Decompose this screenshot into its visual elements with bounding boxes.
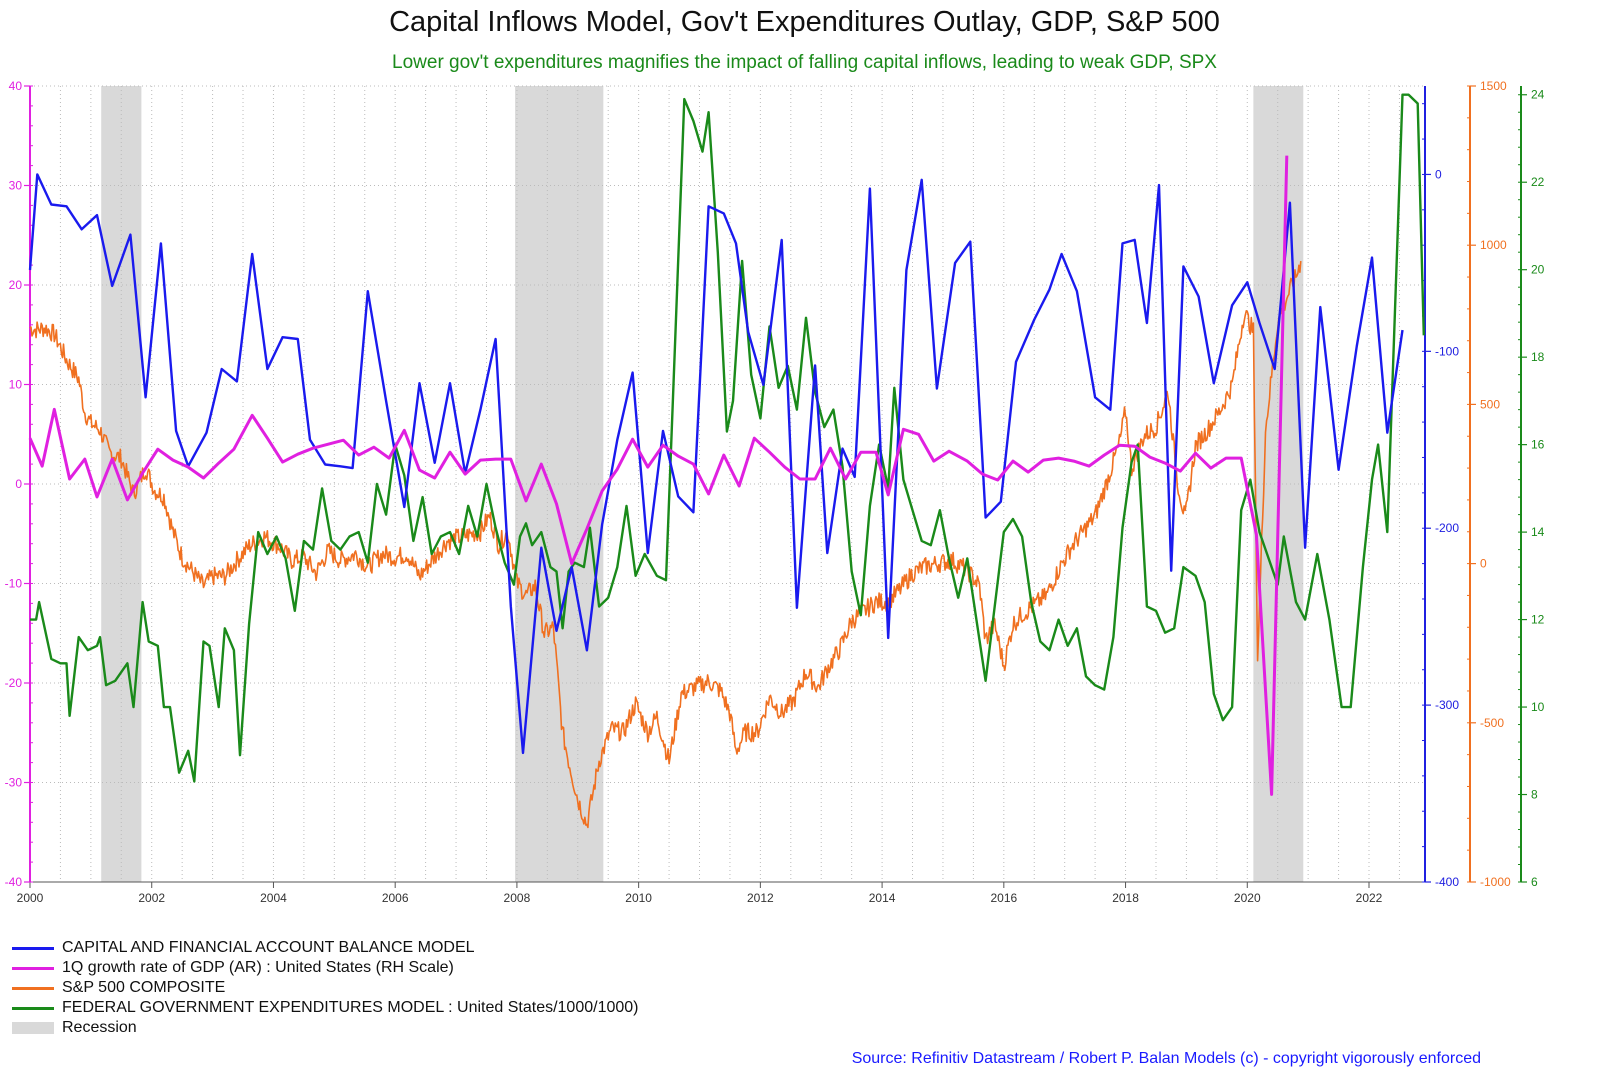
- legend-label-govt: FEDERAL GOVERNMENT EXPENDITURES MODEL : …: [62, 999, 639, 1016]
- series-govt: [30, 93, 1425, 783]
- govt-tick-label-8: 8: [1531, 788, 1538, 802]
- govt-tick-label-6: 6: [1531, 875, 1538, 889]
- legend-label-gdp: 1Q growth rate of GDP (AR) : United Stat…: [62, 959, 454, 976]
- govt-tick-label-12: 12: [1531, 613, 1545, 627]
- legend-label-recession: Recession: [62, 1019, 137, 1036]
- x-tick-label-2004: 2004: [260, 891, 287, 905]
- govt-tick-label-14: 14: [1531, 525, 1545, 539]
- legend-swatch-govt: [12, 1006, 54, 1010]
- capital-tick-label--200: -200: [1435, 521, 1459, 535]
- x-tick-label-2000: 2000: [17, 891, 44, 905]
- capital-tick-label--400: -400: [1435, 875, 1459, 889]
- x-tick-label-2008: 2008: [504, 891, 531, 905]
- spx-tick-label-1000: 1000: [1480, 238, 1507, 252]
- spx-tick-label--500: -500: [1480, 716, 1504, 730]
- govt-tick-label-16: 16: [1531, 438, 1545, 452]
- gdp-tick-label--40: -40: [5, 875, 23, 889]
- legend-swatch-recession: [12, 1022, 54, 1034]
- capital-tick-label--100: -100: [1435, 344, 1459, 358]
- legend-label-spx: S&P 500 COMPOSITE: [62, 979, 226, 996]
- govt-tick-label-24: 24: [1531, 88, 1545, 102]
- gdp-tick-label-0: 0: [15, 477, 22, 491]
- legend-item-capital: CAPITAL AND FINANCIAL ACCOUNT BALANCE MO…: [12, 938, 639, 958]
- govt-tick-label-20: 20: [1531, 263, 1545, 277]
- spx-tick-label-0: 0: [1480, 557, 1487, 571]
- govt-tick-label-10: 10: [1531, 700, 1545, 714]
- capital-tick-label-0: 0: [1435, 167, 1442, 181]
- gdp-tick-label-10: 10: [9, 378, 23, 392]
- x-tick-label-2012: 2012: [747, 891, 774, 905]
- series-spx: [29, 261, 1302, 829]
- legend-item-spx: S&P 500 COMPOSITE: [12, 978, 639, 998]
- x-tick-label-2014: 2014: [869, 891, 896, 905]
- series-gdp: [28, 155, 1289, 796]
- spx-tick-label--1000: -1000: [1480, 875, 1511, 889]
- x-tick-label-2010: 2010: [625, 891, 652, 905]
- x-tick-label-2020: 2020: [1234, 891, 1261, 905]
- gdp-tick-label-40: 40: [9, 79, 23, 93]
- x-tick-label-2022: 2022: [1356, 891, 1383, 905]
- chart-source: Source: Refinitiv Datastream / Robert P.…: [851, 1050, 1481, 1067]
- legend-swatch-gdp: [12, 966, 54, 970]
- gdp-tick-label-20: 20: [9, 278, 23, 292]
- legend-swatch-spx: [12, 986, 54, 990]
- legend-swatch-capital: [12, 946, 54, 950]
- chart-legend: CAPITAL AND FINANCIAL ACCOUNT BALANCE MO…: [12, 938, 639, 1038]
- legend-item-recession: Recession: [12, 1018, 639, 1038]
- gdp-tick-label--10: -10: [5, 577, 23, 591]
- legend-item-govt: FEDERAL GOVERNMENT EXPENDITURES MODEL : …: [12, 998, 639, 1018]
- legend-item-gdp: 1Q growth rate of GDP (AR) : United Stat…: [12, 958, 639, 978]
- gdp-tick-label--30: -30: [5, 776, 23, 790]
- x-tick-label-2002: 2002: [138, 891, 165, 905]
- x-tick-label-2018: 2018: [1112, 891, 1139, 905]
- series-capital: [28, 173, 1404, 755]
- chart-subtitle: Lower gov't expenditures magnifies the i…: [392, 52, 1217, 73]
- gdp-tick-label-30: 30: [9, 179, 23, 193]
- govt-tick-label-18: 18: [1531, 350, 1545, 364]
- govt-tick-label-22: 22: [1531, 175, 1545, 189]
- capital-tick-label--300: -300: [1435, 698, 1459, 712]
- spx-tick-label-500: 500: [1480, 397, 1500, 411]
- x-tick-label-2016: 2016: [990, 891, 1017, 905]
- x-tick-label-2006: 2006: [382, 891, 409, 905]
- gdp-tick-label--20: -20: [5, 676, 23, 690]
- chart-title: Capital Inflows Model, Gov't Expenditure…: [389, 6, 1220, 38]
- recession-band-1: [515, 86, 604, 882]
- legend-label-capital: CAPITAL AND FINANCIAL ACCOUNT BALANCE MO…: [62, 939, 475, 956]
- spx-tick-label-1500: 1500: [1480, 79, 1507, 93]
